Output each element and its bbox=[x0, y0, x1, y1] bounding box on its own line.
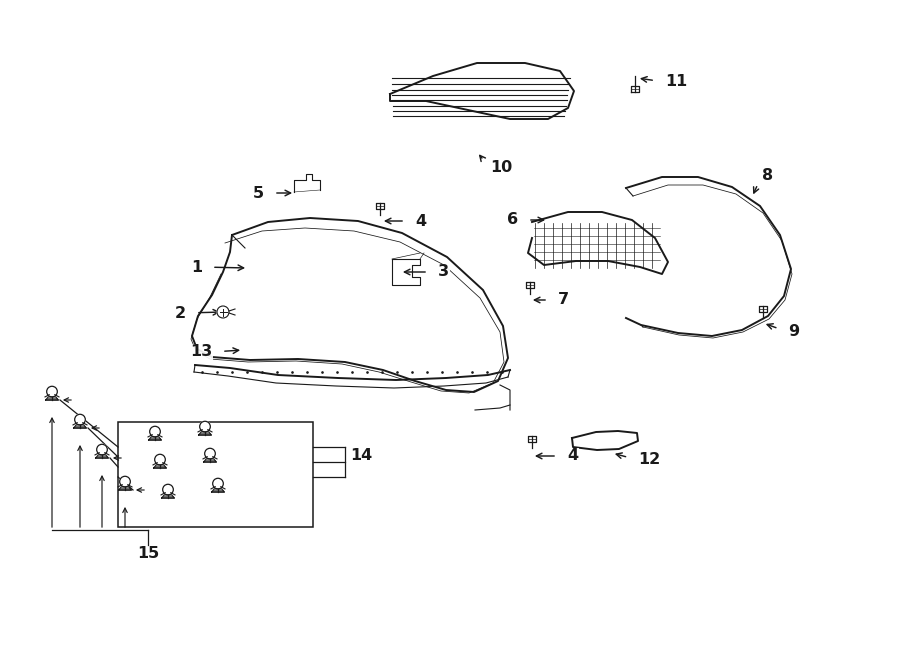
Text: 13: 13 bbox=[190, 344, 212, 360]
Text: 6: 6 bbox=[507, 212, 518, 227]
Text: 7: 7 bbox=[558, 293, 569, 307]
Circle shape bbox=[217, 306, 229, 318]
Circle shape bbox=[75, 414, 86, 425]
Text: 9: 9 bbox=[788, 325, 799, 340]
Polygon shape bbox=[528, 212, 668, 274]
Circle shape bbox=[120, 477, 130, 487]
Text: 1: 1 bbox=[191, 260, 202, 274]
Text: 15: 15 bbox=[137, 545, 159, 561]
Circle shape bbox=[155, 454, 166, 465]
Polygon shape bbox=[626, 177, 791, 336]
Text: 8: 8 bbox=[762, 167, 773, 182]
Circle shape bbox=[212, 479, 223, 489]
Circle shape bbox=[96, 444, 107, 455]
Text: 3: 3 bbox=[438, 264, 449, 280]
Text: 14: 14 bbox=[350, 447, 373, 463]
Circle shape bbox=[163, 485, 174, 495]
Text: 12: 12 bbox=[638, 453, 661, 467]
Circle shape bbox=[149, 426, 160, 437]
Text: 10: 10 bbox=[490, 161, 512, 176]
Polygon shape bbox=[192, 218, 508, 392]
Bar bbox=[118, 422, 313, 527]
Polygon shape bbox=[392, 259, 420, 285]
Polygon shape bbox=[390, 63, 574, 119]
Text: 5: 5 bbox=[253, 186, 264, 200]
Polygon shape bbox=[572, 431, 638, 450]
Text: 11: 11 bbox=[665, 75, 688, 89]
Text: 4: 4 bbox=[567, 449, 578, 463]
Circle shape bbox=[200, 421, 211, 432]
Circle shape bbox=[47, 386, 58, 397]
Text: 2: 2 bbox=[175, 305, 186, 321]
Circle shape bbox=[204, 448, 215, 459]
Text: 4: 4 bbox=[415, 214, 426, 229]
